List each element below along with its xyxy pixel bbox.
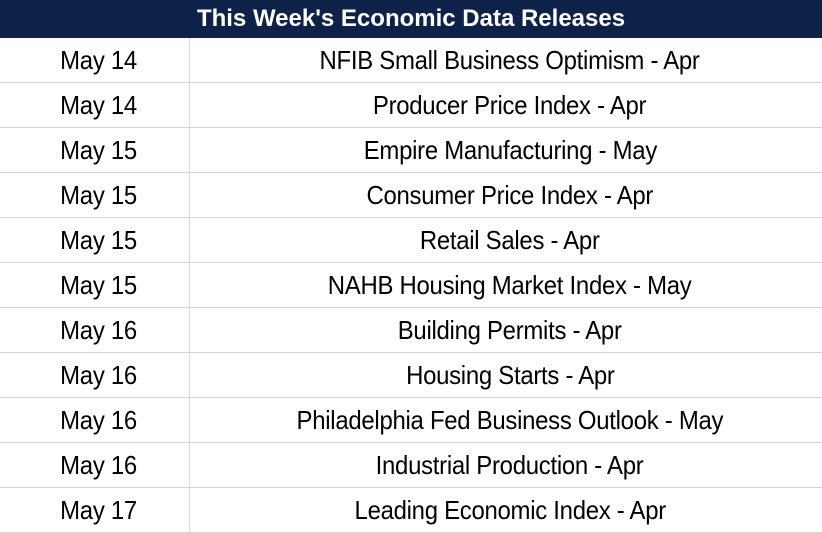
release-event-label: Leading Economic Index - Apr bbox=[354, 494, 666, 525]
table-row: May 16 Housing Starts - Apr bbox=[0, 353, 822, 398]
release-date: May 14 bbox=[8, 38, 191, 82]
release-event-label: Industrial Production - Apr bbox=[376, 449, 644, 480]
release-date: May 15 bbox=[8, 173, 191, 217]
table-row: May 16 Industrial Production - Apr bbox=[0, 443, 822, 488]
release-date: May 15 bbox=[8, 128, 191, 172]
release-event: NFIB Small Business Optimism - Apr bbox=[198, 38, 822, 82]
table-row: May 16 Philadelphia Fed Business Outlook… bbox=[0, 398, 822, 443]
release-event-label: Producer Price Index - Apr bbox=[373, 89, 647, 120]
table-body: May 14 NFIB Small Business Optimism - Ap… bbox=[0, 38, 822, 533]
release-event: Leading Economic Index - Apr bbox=[198, 488, 822, 532]
release-event: NAHB Housing Market Index - May bbox=[198, 263, 822, 307]
table-row: May 16 Building Permits - Apr bbox=[0, 308, 822, 353]
release-event: Producer Price Index - Apr bbox=[198, 83, 822, 127]
table-row: May 15 Retail Sales - Apr bbox=[0, 218, 822, 263]
release-event-label: Housing Starts - Apr bbox=[405, 359, 615, 390]
release-event: Housing Starts - Apr bbox=[198, 353, 822, 397]
table-title: This Week's Economic Data Releases bbox=[0, 0, 822, 38]
release-date: May 15 bbox=[8, 263, 191, 307]
release-event: Building Permits - Apr bbox=[198, 308, 822, 352]
release-event: Consumer Price Index - Apr bbox=[198, 173, 822, 217]
release-event-label: Empire Manufacturing - May bbox=[363, 134, 657, 165]
table-row: May 14 Producer Price Index - Apr bbox=[0, 83, 822, 128]
release-event-label: NFIB Small Business Optimism - Apr bbox=[319, 44, 701, 75]
table-row: May 15 Consumer Price Index - Apr bbox=[0, 173, 822, 218]
release-event-label: Consumer Price Index - Apr bbox=[366, 179, 654, 210]
release-date: May 15 bbox=[8, 218, 191, 262]
release-event: Industrial Production - Apr bbox=[198, 443, 822, 487]
table-row: May 14 NFIB Small Business Optimism - Ap… bbox=[0, 38, 822, 83]
release-date: May 14 bbox=[8, 83, 191, 127]
release-date: May 16 bbox=[8, 353, 191, 397]
release-event-label: Building Permits - Apr bbox=[398, 314, 622, 345]
release-event-label: Retail Sales - Apr bbox=[420, 224, 600, 255]
release-event-label: NAHB Housing Market Index - May bbox=[328, 269, 692, 300]
release-date: May 16 bbox=[8, 398, 191, 442]
release-event: Retail Sales - Apr bbox=[198, 218, 822, 262]
table-row: May 17 Leading Economic Index - Apr bbox=[0, 488, 822, 533]
release-date: May 16 bbox=[8, 443, 191, 487]
release-event-label: Philadelphia Fed Business Outlook - May bbox=[296, 404, 724, 435]
release-date: May 17 bbox=[8, 488, 191, 532]
release-event: Philadelphia Fed Business Outlook - May bbox=[198, 398, 822, 442]
table-row: May 15 Empire Manufacturing - May bbox=[0, 128, 822, 173]
table-row: May 15 NAHB Housing Market Index - May bbox=[0, 263, 822, 308]
release-date: May 16 bbox=[8, 308, 191, 352]
release-event: Empire Manufacturing - May bbox=[198, 128, 822, 172]
